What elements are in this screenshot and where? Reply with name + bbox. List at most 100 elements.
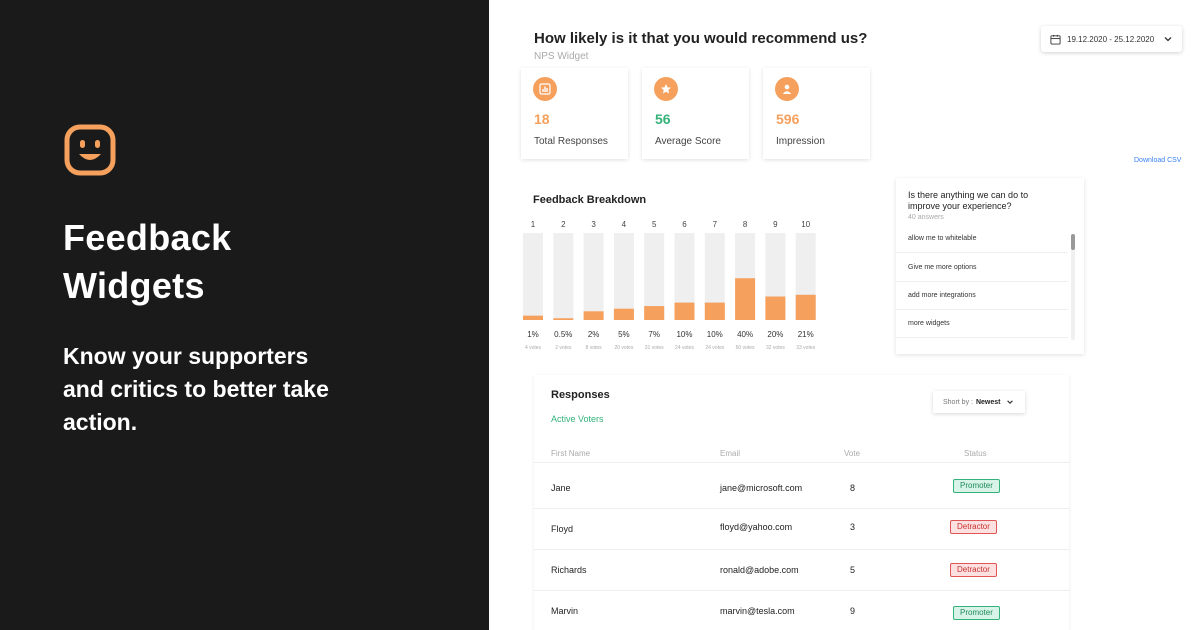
percent-label: 40%	[737, 330, 753, 339]
category-label: 5	[652, 220, 657, 229]
percent-label: 2%	[588, 330, 600, 339]
stat-label: Impression	[776, 136, 825, 147]
votes-label: 31 votes	[645, 345, 664, 351]
answer-item[interactable]: Give me more options	[896, 254, 1068, 282]
cell-email: floyd@yahoo.com	[720, 522, 793, 532]
bar	[523, 315, 543, 320]
answer-item[interactable]: add more integrations	[896, 282, 1068, 310]
date-range-value: 19.12.2020 - 25.12.2020	[1067, 34, 1155, 44]
responses-card: Responses Active Voters Short by : Newes…	[534, 375, 1069, 630]
answers-scrollbar[interactable]	[1071, 234, 1075, 340]
active-voters-label: Active Voters	[551, 414, 604, 424]
header-email: Email	[720, 449, 741, 458]
cell-first-name: Jane	[551, 483, 571, 493]
cell-vote: 3	[850, 522, 856, 532]
votes-label: 8 votes	[586, 345, 603, 351]
sort-value: Newest	[975, 398, 1001, 406]
votes-label: 20 votes	[614, 345, 633, 351]
cell-vote: 8	[850, 483, 856, 493]
stat-value: 596	[776, 111, 800, 127]
percent-label: 5%	[618, 330, 630, 339]
date-range-picker[interactable]: 19.12.2020 - 25.12.2020	[1041, 26, 1182, 52]
widget-name: NPS Widget	[534, 51, 589, 62]
percent-label: 1%	[527, 330, 539, 339]
stat-card-average-score: 56 Average Score	[642, 68, 749, 159]
votes-label: 33 votes	[796, 345, 815, 351]
header-divider	[534, 462, 1069, 463]
answer-item[interactable]: more widgets	[896, 310, 1068, 338]
category-label: 3	[591, 220, 596, 229]
votes-label: 24 votes	[675, 345, 694, 351]
stat-value: 18	[534, 111, 550, 127]
widget-question-title: How likely is it that you would recommen…	[534, 30, 868, 47]
bar-track	[523, 233, 543, 320]
percent-label: 10%	[676, 330, 692, 339]
user-icon	[775, 77, 799, 101]
bar	[553, 318, 574, 320]
feedback-breakdown-chart: 1 1% 4 votes 2 0.5% 2 votes 3 2% 8 votes 4 5% 20 vo…	[523, 220, 816, 351]
cell-first-name: Richards	[551, 565, 587, 575]
bar	[644, 306, 665, 320]
votes-label: 24 votes	[705, 345, 724, 351]
cell-email: marvin@tesla.com	[720, 606, 795, 616]
bar	[735, 278, 756, 320]
chevron-down-icon	[1007, 400, 1014, 404]
promo-title-line1: Feedback	[63, 217, 232, 258]
status-badge: Detractor	[950, 520, 997, 534]
cell-email: jane@microsoft.com	[720, 483, 803, 493]
percent-label: 20%	[767, 330, 783, 339]
category-label: 1	[531, 220, 536, 229]
percent-label: 0.5%	[554, 330, 572, 339]
bar-track	[553, 233, 574, 320]
table-row[interactable]: Richards ronald@adobe.com 5 Detractor	[534, 550, 1069, 591]
category-label: 9	[773, 220, 778, 229]
improve-answers-card: Is there anything we can do to improve y…	[896, 178, 1084, 354]
status-badge: Detractor	[950, 563, 997, 577]
download-csv-link[interactable]: Download CSV	[1134, 157, 1182, 164]
responses-title: Responses	[551, 389, 610, 401]
header-status: Status	[964, 449, 987, 458]
cell-vote: 9	[850, 606, 856, 616]
bar	[795, 294, 816, 320]
bar	[583, 311, 604, 320]
stat-label: Total Responses	[534, 136, 608, 147]
table-row[interactable]: Floyd floyd@yahoo.com 3 Detractor	[534, 509, 1069, 550]
table-row[interactable]: Jane jane@microsoft.com 8 Promoter	[534, 468, 1069, 509]
category-label: 8	[743, 220, 748, 229]
header-vote: Vote	[844, 449, 861, 458]
cell-first-name: Floyd	[551, 524, 574, 534]
feedback-breakdown-card: Feedback Breakdown 1 1% 4 votes 2 0.5% 2 vote…	[521, 168, 895, 360]
bar-track	[674, 233, 695, 320]
bar-track	[613, 233, 634, 320]
stat-value: 56	[655, 111, 671, 127]
bar	[704, 302, 725, 320]
bar	[613, 308, 634, 320]
category-label: 10	[801, 220, 810, 229]
bar	[765, 296, 786, 320]
sort-dropdown[interactable]: Short by : Newest	[933, 391, 1025, 413]
bar-chart-icon	[533, 77, 557, 101]
sort-prefix: Short by :	[943, 398, 973, 406]
answer-item[interactable]: allow me to whitelable	[896, 225, 1068, 253]
percent-label: 10%	[707, 330, 723, 339]
bar-track	[704, 233, 725, 320]
stat-card-impression: 596 Impression	[763, 68, 870, 159]
status-badge: Promoter	[953, 479, 1000, 493]
answer-count: 40 answers	[908, 214, 944, 221]
chevron-down-icon	[1164, 37, 1172, 42]
dashboard: How likely is it that you would recommen…	[489, 0, 1200, 630]
promo-title-line2: Widgets	[63, 265, 205, 306]
calendar-icon	[1050, 34, 1061, 45]
percent-label: 21%	[798, 330, 814, 339]
smiley-logo-icon	[64, 124, 116, 176]
category-label: 7	[713, 220, 718, 229]
votes-label: 4 votes	[525, 345, 542, 351]
stat-label: Average Score	[655, 136, 721, 147]
promo-panel: Feedback Widgets Know your supporters an…	[0, 0, 489, 630]
table-row[interactable]: Marvin marvin@tesla.com 9 Promoter	[534, 591, 1069, 630]
category-label: 6	[682, 220, 687, 229]
promo-title: Feedback Widgets	[63, 214, 423, 310]
category-label: 2	[561, 220, 566, 229]
scrollbar-thumb[interactable]	[1071, 234, 1075, 250]
header-first-name: First Name	[551, 449, 591, 458]
